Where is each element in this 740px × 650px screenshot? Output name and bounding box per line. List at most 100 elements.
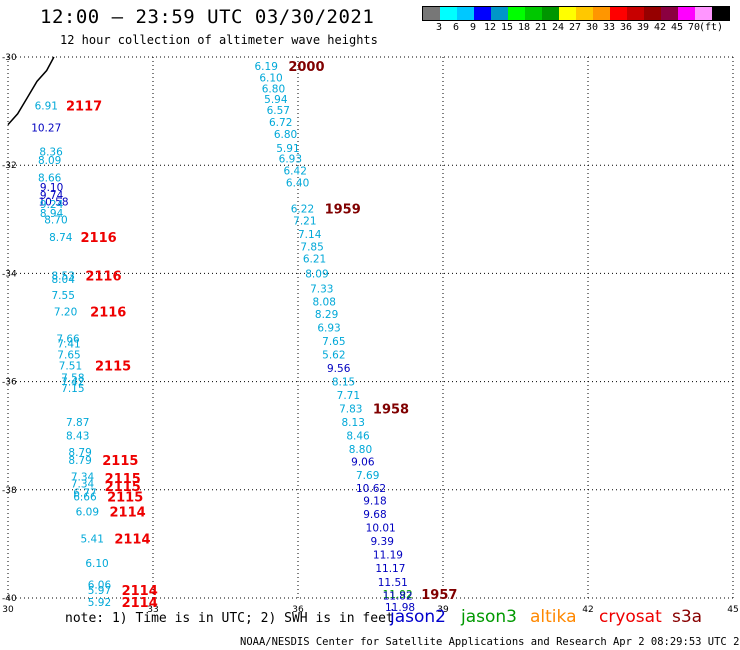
pass-time-label: 1959 (325, 202, 361, 217)
wave-height-value: 7.41 (57, 339, 80, 351)
wave-height-value: 6.42 (284, 166, 307, 178)
legend-swatch (593, 7, 610, 20)
wave-height-value: 7.55 (52, 290, 75, 302)
wave-height-value: 8.13 (342, 417, 365, 429)
wave-height-value: 7.83 (339, 404, 362, 416)
wave-height-value: 6.93 (317, 323, 340, 335)
pass-time-label: 2115 (105, 472, 141, 487)
legend-label: 36 (619, 22, 633, 33)
legend-swatch (474, 7, 491, 20)
wave-height-value: 7.15 (61, 383, 84, 395)
wave-height-value: 8.66 (38, 173, 62, 185)
y-tick-label: -38 (2, 486, 17, 496)
legend-swatch (559, 7, 576, 20)
wave-height-value: 9.18 (363, 496, 386, 508)
wave-height-value: 6.80 (262, 83, 285, 95)
wave-height-value: 7.33 (310, 284, 333, 296)
wave-height-value: 9.74 (40, 190, 64, 202)
legend-label: (ft) (698, 22, 724, 33)
wave-height-values: 6.9110.278.368.098.669.109.7410.589.248.… (31, 61, 415, 614)
x-tick-label: 42 (582, 605, 593, 615)
legend-label: 42 (653, 22, 667, 33)
wave-height-value: 10.58 (38, 196, 68, 208)
wave-height-value: 7.58 (61, 372, 84, 384)
y-tick-label: -34 (2, 269, 17, 279)
wave-height-value: 10.01 (366, 523, 396, 535)
pass-time-label: 2114 (114, 532, 150, 547)
x-tick-label: 30 (2, 605, 14, 615)
wave-height-value: 7.87 (66, 417, 89, 429)
satellite-jason2: jason2 (390, 607, 446, 627)
legend-label: 30 (585, 22, 599, 33)
credit-line: NOAA/NESDIS Center for Satellite Applica… (240, 636, 740, 648)
wave-height-value: 6.66 (73, 491, 97, 503)
wave-height-value: 8.79 (68, 447, 91, 459)
legend-swatch (491, 7, 508, 20)
legend-label: 70 (687, 22, 701, 33)
legend-swatch (661, 7, 678, 20)
pass-time-label: 2114 (122, 584, 158, 599)
wave-height-value: 5.91 (276, 143, 299, 155)
wave-height-value: 6.22 (291, 203, 314, 215)
wave-height-value: 11.17 (375, 563, 405, 575)
wave-height-value: 10.27 (31, 122, 61, 134)
wave-height-value: 5.62 (322, 350, 345, 362)
x-tick-label: 39 (437, 605, 449, 615)
pass-time-label: 2115 (95, 359, 131, 374)
wave-height-value: 11.51 (378, 577, 408, 589)
wave-height-value: 8.09 (305, 268, 328, 280)
wave-height-value: 9.24 (40, 199, 64, 211)
legend-label: 12 (483, 22, 497, 33)
wave-height-value: 9.06 (351, 457, 375, 469)
legend-swatch (542, 7, 559, 20)
pass-time-label: 2000 (288, 60, 324, 75)
wave-height-value: 7.71 (337, 390, 360, 402)
legend-swatch (423, 7, 440, 20)
wave-height-value: 7.34 (71, 478, 95, 490)
wave-height-value: 11.19 (373, 550, 403, 562)
legend-label: 24 (551, 22, 565, 33)
wave-height-value: 8.79 (68, 455, 91, 467)
wave-height-value: 9.39 (371, 536, 394, 548)
wave-height-value: 7.85 (300, 241, 323, 253)
pass-time-label: 2114 (110, 505, 146, 520)
legend-swatch (610, 7, 627, 20)
wave-height-value: 8.94 (40, 208, 64, 220)
pass-times: 2000211719592116211621162115195821152115… (66, 60, 457, 611)
legend-swatch (525, 7, 542, 20)
wave-height-value: 9.68 (363, 509, 386, 521)
legend-swatch (457, 7, 474, 20)
legend-swatch (644, 7, 661, 20)
wave-height-value: 7.20 (54, 306, 77, 318)
wave-height-value: 8.74 (49, 232, 73, 244)
legend-swatch (678, 7, 695, 20)
wave-height-value: 6.57 (267, 105, 290, 117)
page-subtitle: 12 hour collection of altimeter wave hei… (60, 33, 378, 47)
x-tick-label: 45 (727, 605, 738, 615)
legend-swatch (712, 7, 729, 20)
legend-label: 6 (452, 22, 460, 33)
legend-label: 15 (500, 22, 514, 33)
satellite-jason3: jason3 (461, 607, 517, 627)
wave-height-value: 6.91 (35, 101, 58, 113)
wave-height-value: 7.21 (293, 215, 316, 227)
satellite-cryosat: cryosat (599, 607, 662, 627)
legend-label: 45 (670, 22, 684, 33)
legend-swatch (576, 7, 593, 20)
wave-height-value: 9.10 (40, 182, 63, 194)
wave-height-value: 8.29 (315, 309, 338, 321)
wave-height-value: 6.77 (73, 488, 96, 500)
legend-label: 9 (469, 22, 477, 33)
wave-height-value: 6.80 (274, 129, 297, 141)
legend-label: 33 (602, 22, 616, 33)
pass-time-label: 2115 (105, 480, 141, 495)
wave-height-value: 5.97 (88, 585, 111, 597)
wave-height-value: 6.72 (269, 117, 292, 129)
wave-height-value: 6.10 (259, 73, 282, 85)
wave-height-value: 8.70 (44, 214, 67, 226)
wave-height-value: 8.80 (349, 444, 372, 456)
wave-height-value: 8.08 (313, 297, 336, 309)
axis-labels: 30 33 36 39 42 45 -30 -32 -34 -36 -38 -40 (2, 53, 739, 615)
